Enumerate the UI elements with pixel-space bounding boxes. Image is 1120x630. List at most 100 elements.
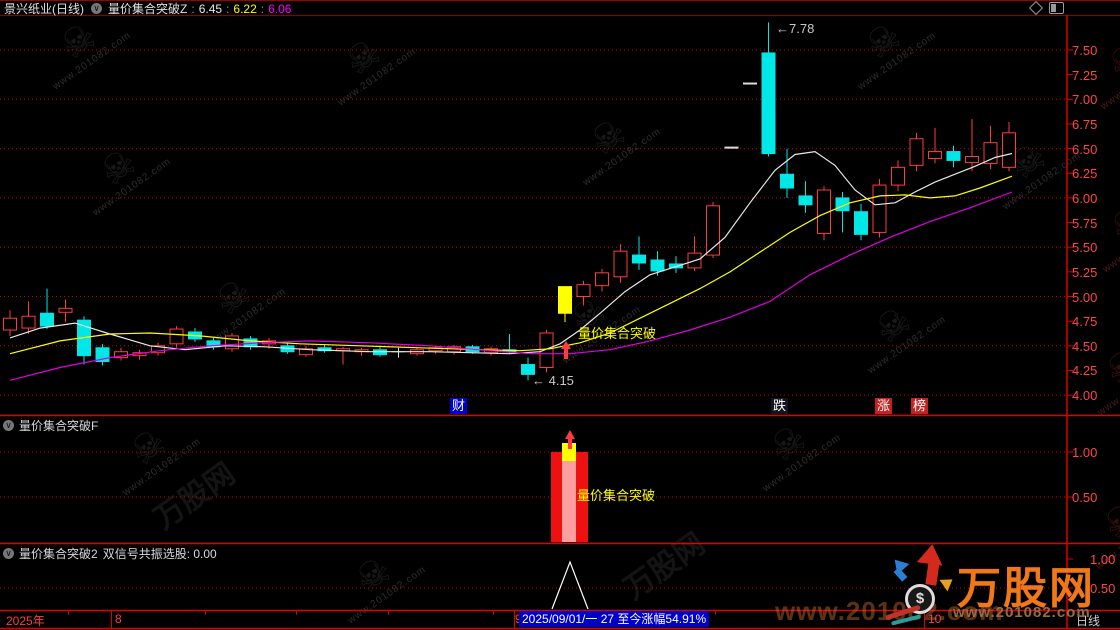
price-axis-label: 7.25 (1072, 67, 1098, 83)
month-divider (514, 610, 515, 628)
candle-body (169, 328, 184, 345)
price-axis-label: 4.25 (1072, 363, 1098, 379)
indicator-value: 6.45 (198, 1, 223, 16)
signal-bar-stripe (562, 452, 576, 542)
indicator-value: 6.22 (233, 1, 257, 16)
candle-body (761, 52, 776, 155)
titlebar-tools (1028, 0, 1064, 16)
f-signal-label: 量价集合突破 (577, 488, 655, 503)
candle-body (780, 173, 794, 189)
ticker-item: 榜 (911, 398, 928, 414)
timeline-tick (1012, 611, 1013, 615)
candle-body (798, 195, 813, 206)
month-label: 9 (515, 612, 522, 626)
candle-body (613, 250, 628, 278)
price-axis-label: 5.75 (1072, 215, 1098, 231)
price-axis-label: 4.00 (1072, 388, 1098, 404)
month-divider (924, 610, 925, 628)
candle-body (650, 259, 665, 272)
f-axis-label: 0.50 (1072, 490, 1098, 505)
candle-body (299, 348, 313, 356)
panel-2-collapse-icon[interactable]: ∨ (3, 548, 14, 559)
ma-mid-line (9, 175, 1013, 355)
panel-f-header: ∨ 量价集合突破F (3, 417, 98, 434)
timeline-tick (823, 611, 824, 615)
candle-body (983, 142, 998, 164)
title-bar: 景兴纸业(日线) ∨ 量价集合突破Z :6.45:6.22:6.06 (0, 0, 1120, 16)
ticker-item: 财 (450, 398, 467, 414)
indicator-title: 量价集合突破Z (108, 2, 188, 16)
price-axis-label: 4.50 (1072, 338, 1098, 354)
watermark-url-large: www.201082.com (775, 596, 1004, 626)
candle-body (1002, 132, 1016, 168)
buy-arrow-icon (564, 349, 568, 359)
timeline-tick (205, 611, 206, 615)
p2-axis-label: 0.50 (1090, 581, 1116, 596)
signal-triangle (551, 560, 589, 610)
candle-body (872, 184, 887, 233)
ticker-item: 跌 (771, 398, 788, 414)
price-axis-label: 6.50 (1072, 141, 1098, 157)
price-axis-label: 5.50 (1072, 240, 1098, 256)
ma-long-line (9, 191, 1013, 381)
candle-body (854, 211, 868, 235)
timeline-tick (715, 611, 716, 615)
price-axis-label: 7.00 (1072, 92, 1098, 108)
panel-f-collapse-icon[interactable]: ∨ (3, 420, 14, 431)
f-axis-label: 1.00 (1072, 445, 1098, 460)
candle-body (539, 332, 554, 368)
month-label: 8 (115, 612, 122, 626)
p2-axis-label: 1.00 (1090, 552, 1116, 567)
candle-body (576, 284, 591, 297)
chart-annotation: ←7.78 (776, 21, 814, 36)
price-axis-label: 5.25 (1072, 264, 1098, 280)
month-divider (111, 610, 112, 628)
timeline-tick (493, 611, 494, 615)
panel-2-title: 量价集合突破2 (19, 547, 98, 561)
chart-annotation: 量价集合突破 (578, 326, 656, 341)
candle-body (225, 335, 239, 350)
panel-2-subtitle: 双信号共振选股: 0.00 (102, 547, 217, 561)
candle-body (946, 151, 961, 161)
price-axis-label: 5.00 (1072, 289, 1098, 305)
value-separator: : (191, 1, 195, 16)
candle-body (965, 155, 979, 163)
candle-body (669, 263, 683, 269)
timeline-year-label: 2025年 (6, 614, 45, 628)
ma-short-line (9, 150, 1013, 355)
chart-annotation: ← 4.15 (532, 373, 574, 388)
diamond-tool-icon[interactable] (1028, 0, 1044, 16)
price-axis-label: 7.50 (1072, 43, 1098, 58)
candle-body (3, 317, 17, 331)
signal-top-block (562, 443, 576, 461)
candle-body (706, 205, 720, 256)
f-arrow-icon (565, 430, 575, 439)
indicator-collapse-icon[interactable]: ∨ (91, 3, 102, 14)
period-label[interactable]: 日线 (1076, 614, 1101, 628)
candle-body (40, 312, 54, 327)
price-axis-label: 4.75 (1072, 314, 1098, 330)
indicator-value: 6.06 (268, 1, 292, 16)
split-window-icon[interactable] (1049, 2, 1064, 14)
value-separator: : (260, 1, 265, 16)
panel-2-header: ∨ 量价集合突破2 双信号共振选股: 0.00 (3, 545, 217, 562)
f-arrow-icon (568, 439, 572, 449)
selected-date-info: 2025/09/01/一 27 至今涨幅54.91% (519, 611, 710, 627)
candle-body (521, 364, 535, 375)
candle-body (558, 286, 572, 314)
month-label: 10 (928, 612, 942, 626)
candle-body (595, 272, 609, 287)
timeline-tick (68, 611, 69, 615)
candle-body (58, 307, 73, 313)
price-axis-label: 6.25 (1072, 166, 1098, 182)
candle-body (891, 166, 905, 186)
price-axis-label: 6.00 (1072, 190, 1098, 206)
candle-body (21, 315, 36, 329)
candle-body (632, 254, 646, 264)
panel-f-title: 量价集合突破F (19, 419, 99, 433)
buy-arrow-icon (561, 341, 571, 349)
candle-body (151, 345, 165, 354)
indicator-values: :6.45:6.22:6.06 (187, 2, 291, 16)
